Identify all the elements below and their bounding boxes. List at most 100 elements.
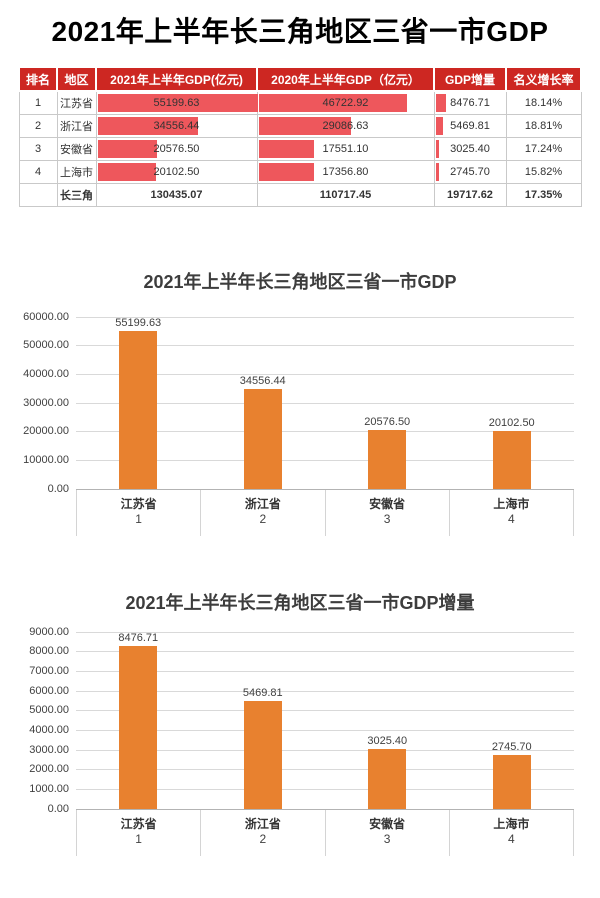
gdp-increase-cell: 3025.40 xyxy=(433,136,507,161)
gridline xyxy=(76,690,574,692)
plot-area: 55199.63 34556.44 20576.50 20102.50 xyxy=(76,316,574,489)
bar xyxy=(119,645,158,809)
gdp-increase-cell: 2745.70 xyxy=(433,159,507,184)
gridline xyxy=(76,788,574,790)
gdp-2020-cell: 29086.63 xyxy=(256,113,435,138)
bar-slot: 20576.50 xyxy=(325,317,450,489)
bar-slot: 34556.44 xyxy=(201,317,326,489)
bar-value-label: 3025.40 xyxy=(367,735,408,748)
total-growth-rate-cell: 17.35% xyxy=(505,182,582,207)
y-axis-tick-label: 6000.00 xyxy=(29,684,69,697)
bar xyxy=(368,429,407,489)
growth-rate-cell: 18.14% xyxy=(505,90,582,115)
y-axis: 0.00 1000.00 2000.00 3000.00 4000.00 5000.00 6… xyxy=(0,626,76,815)
y-axis-tick-label: 1000.00 xyxy=(29,782,69,795)
chart-area: 0.00 1000.00 2000.00 3000.00 4000.00 5000.00 6… xyxy=(0,626,575,856)
chart-gdp-increase: 2021年上半年长三角地区三省一市GDP增量 0.00 1000.00 2000.0… xyxy=(0,592,600,856)
gdp-2021-cell: 55199.63 xyxy=(95,90,258,115)
category-rank: 3 xyxy=(383,511,391,526)
gridline xyxy=(76,729,574,731)
plot-area: 8476.71 5469.81 3025.40 2745.70 xyxy=(76,631,575,809)
table-row: 4 上海市 20102.50 17356.80 2745.70 15.82% xyxy=(18,159,582,184)
gdp-increase-cell: 5469.81 xyxy=(433,113,507,138)
bar xyxy=(492,754,531,809)
gridline xyxy=(76,402,574,404)
category-rank: 4 xyxy=(508,831,515,846)
total-empty-cell xyxy=(18,182,58,207)
category-name: 江苏省 xyxy=(120,816,157,831)
y-axis-tick-label: 0.00 xyxy=(47,482,69,495)
region-cell: 上海市 xyxy=(56,159,97,184)
region-cell: 浙江省 xyxy=(56,113,97,138)
header-growth-rate: 名义增长率 xyxy=(505,66,582,92)
gridline xyxy=(76,710,574,712)
bar-slot: 3025.40 xyxy=(325,632,450,809)
bar-slot: 2745.70 xyxy=(450,632,575,809)
gridline xyxy=(76,345,574,347)
table-row: 3 安徽省 20576.50 17551.10 3025.40 17.24% xyxy=(18,136,582,161)
gdp-2021-cell: 20576.50 xyxy=(95,136,258,161)
bars-container: 55199.63 34556.44 20576.50 20102.50 xyxy=(76,317,574,489)
bar xyxy=(119,330,158,489)
gridline xyxy=(76,459,574,461)
category: 安徽省 3 xyxy=(326,489,450,536)
y-axis: 0.00 10000.00 20000.00 30000.00 40000.00 5000… xyxy=(0,311,76,495)
growth-rate-cell: 15.82% xyxy=(505,159,582,184)
gdp-2021-cell: 34556.44 xyxy=(95,113,258,138)
y-axis-tick-label: 8000.00 xyxy=(29,645,69,658)
bar-value-label: 20576.50 xyxy=(364,415,411,428)
gridline xyxy=(76,769,574,771)
gdp-2020-cell: 17551.10 xyxy=(256,136,435,161)
y-axis-tick-label: 4000.00 xyxy=(29,723,69,736)
growth-rate-cell: 18.81% xyxy=(505,113,582,138)
category: 上海市 4 xyxy=(450,809,574,856)
y-axis-tick-label: 40000.00 xyxy=(23,367,69,380)
bar xyxy=(368,749,407,809)
category-rank: 3 xyxy=(383,831,391,846)
data-bar xyxy=(258,94,408,112)
bar xyxy=(492,430,531,489)
gridline xyxy=(76,316,574,318)
gdp-table: 排名 地区 2021年上半年GDP(亿元) 2020年上半年GDP（亿元） GD… xyxy=(18,66,582,207)
header-gdp-increase: GDP增量 xyxy=(433,66,507,92)
bar-value-label: 8476.71 xyxy=(118,631,159,644)
bar-value-label: 5469.81 xyxy=(242,686,283,699)
data-bar xyxy=(258,116,352,135)
bar-value-label: 20102.50 xyxy=(488,416,535,429)
rank-cell: 4 xyxy=(18,159,58,184)
data-bar xyxy=(97,162,156,181)
table-header-row: 排名 地区 2021年上半年GDP(亿元) 2020年上半年GDP（亿元） GD… xyxy=(18,66,582,92)
category-rank: 4 xyxy=(508,511,515,526)
y-axis-tick-label: 7000.00 xyxy=(29,664,69,677)
rank-cell: 2 xyxy=(18,113,58,138)
bar-slot: 20102.50 xyxy=(450,317,575,489)
bar xyxy=(243,389,282,489)
y-axis-tick-label: 10000.00 xyxy=(23,453,69,466)
category: 上海市 4 xyxy=(450,489,574,536)
category-rank: 2 xyxy=(259,831,267,846)
gridline xyxy=(76,749,574,751)
chart-title: 2021年上半年长三角地区三省一市GDP增量 xyxy=(125,592,475,613)
category-name: 上海市 xyxy=(493,816,530,831)
bar-value-label: 55199.63 xyxy=(115,316,162,329)
gdp-increase-cell: 8476.71 xyxy=(433,90,507,115)
rank-cell: 1 xyxy=(18,90,58,115)
category: 江苏省 1 xyxy=(76,489,202,536)
data-bar xyxy=(258,139,315,158)
table-total-row: 长三角 130435.07 110717.45 19717.62 17.35% xyxy=(18,182,582,207)
bar-value-label: 34556.44 xyxy=(239,375,286,388)
y-axis-tick-label: 50000.00 xyxy=(23,339,69,352)
data-bar xyxy=(97,94,258,112)
bar-slot: 8476.71 xyxy=(76,632,201,809)
data-bar xyxy=(97,139,158,158)
total-gdp-2021-cell: 130435.07 xyxy=(95,182,258,207)
category-name: 上海市 xyxy=(493,496,530,511)
category: 安徽省 3 xyxy=(326,809,450,856)
table-row: 1 江苏省 55199.63 46722.92 8476.71 18.14% xyxy=(18,90,582,115)
data-bar xyxy=(435,139,440,158)
y-axis-tick-label: 9000.00 xyxy=(29,625,69,638)
y-axis-tick-label: 5000.00 xyxy=(29,704,69,717)
chart-gdp-total: 2021年上半年长三角地区三省一市GDP 0.00 10000.00 20000.0… xyxy=(0,271,600,536)
bar-value-label: 2745.70 xyxy=(491,740,532,753)
bar-slot: 55199.63 xyxy=(76,317,201,489)
